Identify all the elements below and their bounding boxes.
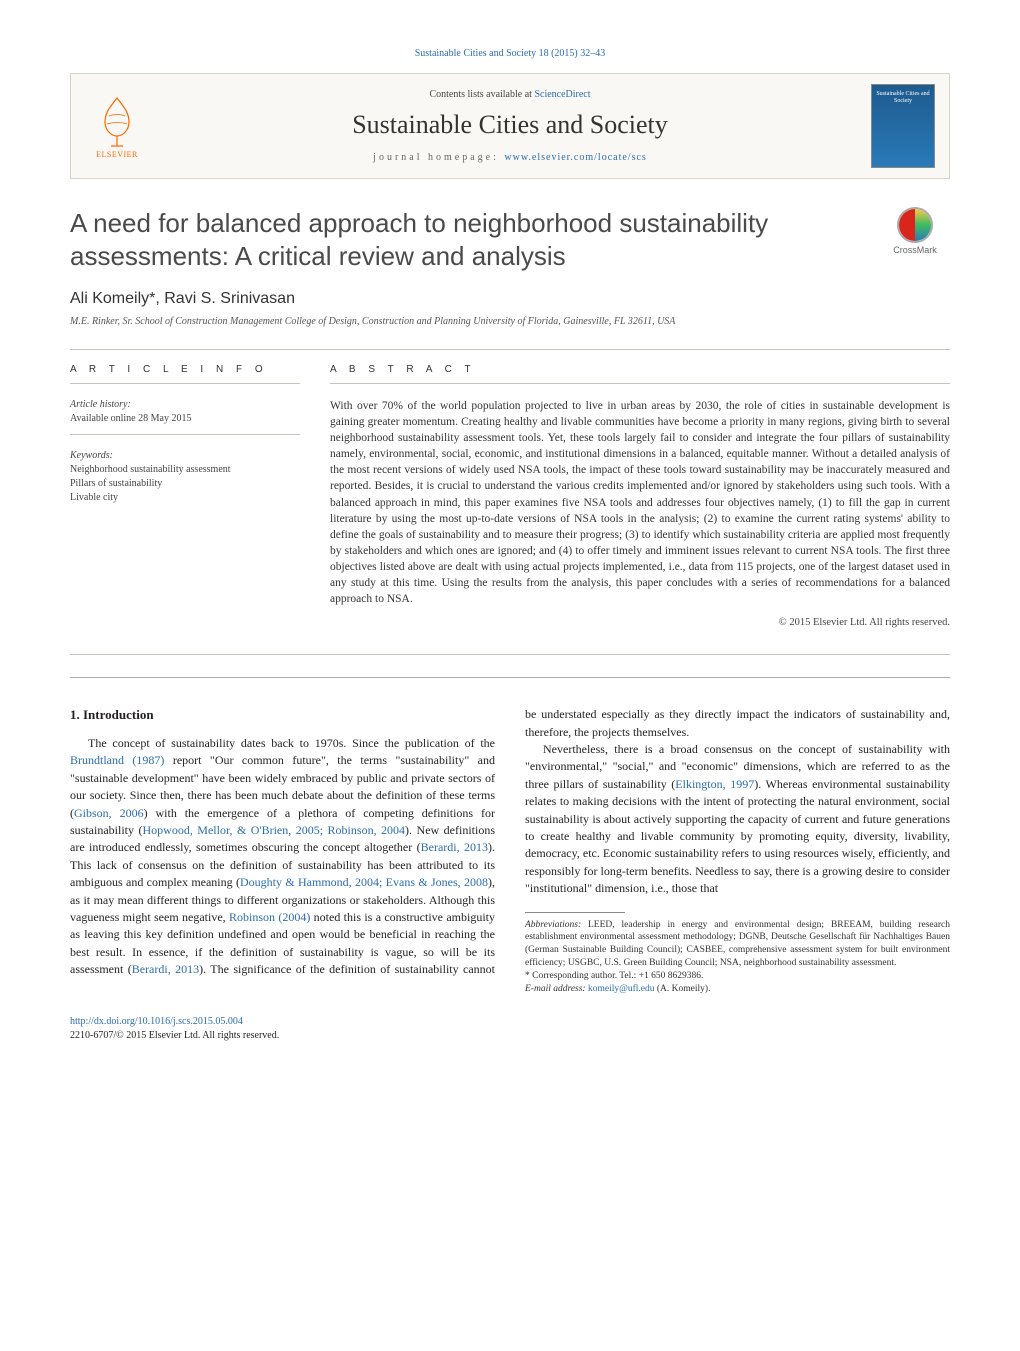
- article-info-heading: A R T I C L E I N F O: [70, 364, 300, 375]
- section-1-heading: 1. Introduction: [70, 706, 495, 725]
- citation-link[interactable]: Sustainable Cities and Society 18 (2015)…: [415, 48, 606, 59]
- footnotes: Abbreviations: LEED, leadership in energ…: [525, 919, 950, 996]
- doi-link[interactable]: http://dx.doi.org/10.1016/j.scs.2015.05.…: [70, 1016, 243, 1027]
- keyword-1: Neighborhood sustainability assessment: [70, 463, 300, 477]
- abstract-column: A B S T R A C T With over 70% of the wor…: [330, 364, 950, 628]
- body-two-column: 1. Introduction The concept of sustainab…: [70, 706, 950, 995]
- issn-copyright: 2210-6707/© 2015 Elsevier Ltd. All right…: [70, 1030, 279, 1041]
- keyword-2: Pillars of sustainability: [70, 477, 300, 491]
- keyword-3: Livable city: [70, 491, 300, 505]
- info-abstract-row: A R T I C L E I N F O Article history: A…: [70, 364, 950, 628]
- p2-text-b: ). Whereas environmental sustainability …: [525, 777, 950, 895]
- ref-doughty[interactable]: Doughty & Hammond, 2004; Evans & Jones, …: [240, 875, 488, 889]
- abstract-copyright: © 2015 Elsevier Ltd. All rights reserved…: [330, 617, 950, 628]
- email-label: E-mail address:: [525, 984, 588, 994]
- sciencedirect-link[interactable]: ScienceDirect: [534, 89, 590, 100]
- page-container: Sustainable Cities and Society 18 (2015)…: [0, 0, 1020, 1091]
- footnote-separator: [525, 912, 625, 913]
- ref-hopwood[interactable]: Hopwood, Mellor, & O'Brien, 2005; Robins…: [142, 823, 405, 837]
- ref-berardi-1[interactable]: Berardi, 2013: [421, 840, 488, 854]
- ref-brundtland[interactable]: Brundtland (1987): [70, 753, 164, 767]
- affiliation: M.E. Rinker, Sr. School of Construction …: [70, 316, 950, 327]
- crossmark-badge[interactable]: CrossMark: [880, 207, 950, 255]
- footnote-block: Abbreviations: LEED, leadership in energ…: [525, 912, 950, 996]
- journal-homepage: journal homepage: www.elsevier.com/locat…: [163, 152, 857, 163]
- elsevier-logo: ELSEVIER: [85, 87, 149, 165]
- running-header: Sustainable Cities and Society 18 (2015)…: [70, 48, 950, 59]
- rule-body-start: [70, 677, 950, 678]
- homepage-link[interactable]: www.elsevier.com/locate/scs: [504, 152, 646, 163]
- rule-info-2: [70, 434, 300, 435]
- history-value: Available online 28 May 2015: [70, 412, 300, 426]
- elsevier-tree-icon: [93, 94, 141, 148]
- article-history: Article history: Available online 28 May…: [70, 398, 300, 426]
- title-row: A need for balanced approach to neighbor…: [70, 207, 950, 290]
- history-label: Article history:: [70, 398, 300, 412]
- ref-gibson[interactable]: Gibson, 2006: [74, 806, 144, 820]
- authors-line: Ali Komeily*, Ravi S. Srinivasan: [70, 290, 950, 308]
- journal-cover-text: Sustainable Cities and Society: [872, 91, 934, 105]
- email-link[interactable]: komeily@ufl.edu: [588, 984, 655, 994]
- abbrev-text: LEED, leadership in energy and environme…: [525, 920, 950, 968]
- publisher-name: ELSEVIER: [96, 150, 138, 159]
- homepage-prefix: journal homepage:: [373, 152, 504, 163]
- article-title: A need for balanced approach to neighbor…: [70, 207, 860, 272]
- ref-berardi-2[interactable]: Berardi, 2013: [132, 962, 199, 976]
- ref-elkington[interactable]: Elkington, 1997: [675, 777, 754, 791]
- footnote-corresponding: * Corresponding author. Tel.: +1 650 862…: [525, 970, 950, 983]
- abstract-heading: A B S T R A C T: [330, 364, 950, 375]
- journal-cover-thumbnail: Sustainable Cities and Society: [871, 84, 935, 168]
- page-footer: http://dx.doi.org/10.1016/j.scs.2015.05.…: [70, 1015, 950, 1043]
- crossmark-label: CrossMark: [893, 245, 937, 255]
- contents-line: Contents lists available at ScienceDirec…: [163, 89, 857, 100]
- rule-info: [70, 383, 300, 384]
- journal-header: ELSEVIER Contents lists available at Sci…: [70, 73, 950, 179]
- abstract-text: With over 70% of the world population pr…: [330, 398, 950, 607]
- email-suffix: (A. Komeily).: [655, 984, 711, 994]
- article-info-column: A R T I C L E I N F O Article history: A…: [70, 364, 300, 628]
- authors-text: Ali Komeily*, Ravi S. Srinivasan: [70, 290, 295, 307]
- rule-abstract: [330, 383, 950, 384]
- journal-header-center: Contents lists available at ScienceDirec…: [163, 89, 857, 163]
- p1-text-a: The concept of sustainability dates back…: [88, 736, 495, 750]
- rule-below-abstract: [70, 654, 950, 655]
- footnote-email: E-mail address: komeily@ufl.edu (A. Kome…: [525, 983, 950, 996]
- keywords-block: Keywords: Neighborhood sustainability as…: [70, 449, 300, 505]
- keywords-label: Keywords:: [70, 449, 300, 463]
- contents-prefix: Contents lists available at: [429, 89, 534, 100]
- journal-title: Sustainable Cities and Society: [163, 110, 857, 140]
- abbrev-label: Abbreviations:: [525, 920, 581, 930]
- rule-top: [70, 349, 950, 350]
- footnote-abbreviations: Abbreviations: LEED, leadership in energ…: [525, 919, 950, 970]
- body-paragraph-2: Nevertheless, there is a broad consensus…: [525, 741, 950, 898]
- ref-robinson[interactable]: Robinson (2004): [229, 910, 310, 924]
- crossmark-icon: [897, 207, 933, 243]
